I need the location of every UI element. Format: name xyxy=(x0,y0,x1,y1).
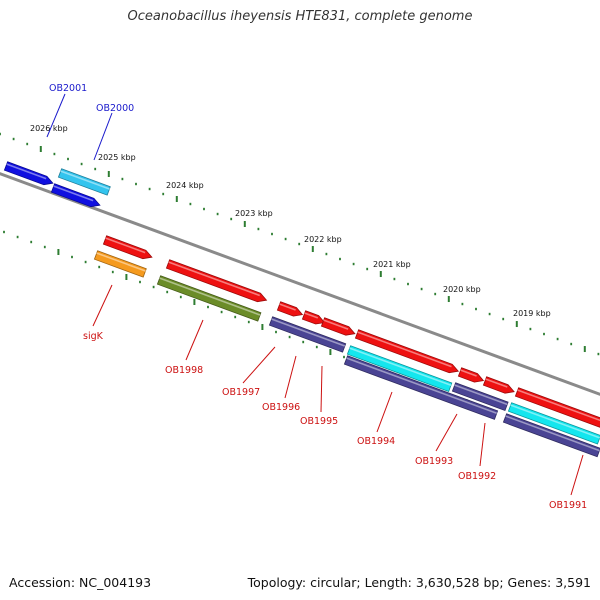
gene-cog-row-highlight xyxy=(346,357,497,415)
gene-ob2001-b-highlight xyxy=(53,185,94,202)
scale-label: 2024 kbp xyxy=(166,181,204,190)
leader-line xyxy=(185,319,204,361)
leader-line xyxy=(320,365,323,413)
gene-label-ob1998[interactable]: OB1998 xyxy=(165,365,203,376)
gene-ob1997-block-highlight xyxy=(271,318,346,347)
leader-line xyxy=(284,355,297,399)
scale-label: 2022 kbp xyxy=(304,235,342,244)
gene-label-ob1996[interactable]: OB1996 xyxy=(262,402,300,413)
gene-ob1991-block-highlight xyxy=(510,404,600,439)
gene-labels-bottom: sigK OB1998 OB1997 OB1996 OB1995 OB1994 … xyxy=(83,331,587,511)
leader-line xyxy=(46,93,66,138)
leader-line xyxy=(242,346,276,384)
gene-ob1991-red-highlight xyxy=(517,389,600,422)
leader-line xyxy=(570,454,584,496)
gene-ob1994-red-highlight xyxy=(357,331,452,368)
leader-line xyxy=(479,422,486,467)
accession-text: Accession: NC_004193 xyxy=(9,575,152,590)
gene-features xyxy=(3,161,600,458)
gene-ob1994-block-highlight xyxy=(349,347,452,387)
gene-ob1998-red-highlight xyxy=(168,261,260,297)
gene-ob1993-block-highlight xyxy=(454,384,508,406)
gene-sigk-red-highlight xyxy=(105,237,146,254)
gene-label-ob1997[interactable]: OB1997 xyxy=(222,387,260,398)
gene-ob1997-red-highlight xyxy=(279,303,296,311)
scale-label: 2019 kbp xyxy=(513,309,551,318)
gene-ob1995-red-highlight xyxy=(323,319,349,330)
gene-labels-top: OB2001 OB2000 xyxy=(49,83,134,114)
gene-label-ob2001[interactable]: OB2001 xyxy=(49,83,87,94)
gene-ob1993-red-highlight xyxy=(460,369,477,377)
gene-cog-row-b-highlight xyxy=(505,415,600,452)
leader-line xyxy=(92,284,113,327)
gene-ob1992-red-highlight xyxy=(485,378,508,388)
gene-label-sigk[interactable]: sigK xyxy=(83,331,104,342)
scale-label: 2021 kbp xyxy=(373,260,411,269)
genome-backbone xyxy=(0,172,600,396)
leader-line xyxy=(93,112,113,161)
scale-label: 2020 kbp xyxy=(443,285,481,294)
map-title: Oceanobacillus iheyensis HTE831, complet… xyxy=(127,9,473,24)
gene-label-ob1991[interactable]: OB1991 xyxy=(549,500,587,511)
gene-ob2001-highlight xyxy=(6,163,47,180)
label-leaders xyxy=(46,93,584,496)
gene-label-ob1994[interactable]: OB1994 xyxy=(357,436,395,447)
gene-ob1996-red-highlight xyxy=(304,312,319,319)
backbone-line xyxy=(0,172,600,396)
gene-label-ob2000[interactable]: OB2000 xyxy=(96,103,134,114)
leader-line xyxy=(435,413,458,452)
scale-label: 2026 kbp xyxy=(30,124,68,133)
scale-labels: 2026 kbp 2025 kbp 2024 kbp 2023 kbp 2022… xyxy=(30,124,551,318)
leader-line xyxy=(376,391,393,433)
outer-kbp-ticks xyxy=(0,132,600,356)
gene-label-ob1993[interactable]: OB1993 xyxy=(415,456,453,467)
topology-text: Topology: circular; Length: 3,630,528 bp… xyxy=(247,575,591,590)
gene-ob1998-block-highlight xyxy=(159,277,261,316)
scale-label: 2023 kbp xyxy=(235,209,273,218)
gene-ob2000-highlight xyxy=(60,170,110,190)
gene-label-ob1995[interactable]: OB1995 xyxy=(300,416,338,427)
gene-sigk-block-highlight xyxy=(96,252,146,272)
gene-label-ob1992[interactable]: OB1992 xyxy=(458,471,496,482)
scale-label: 2025 kbp xyxy=(98,153,136,162)
